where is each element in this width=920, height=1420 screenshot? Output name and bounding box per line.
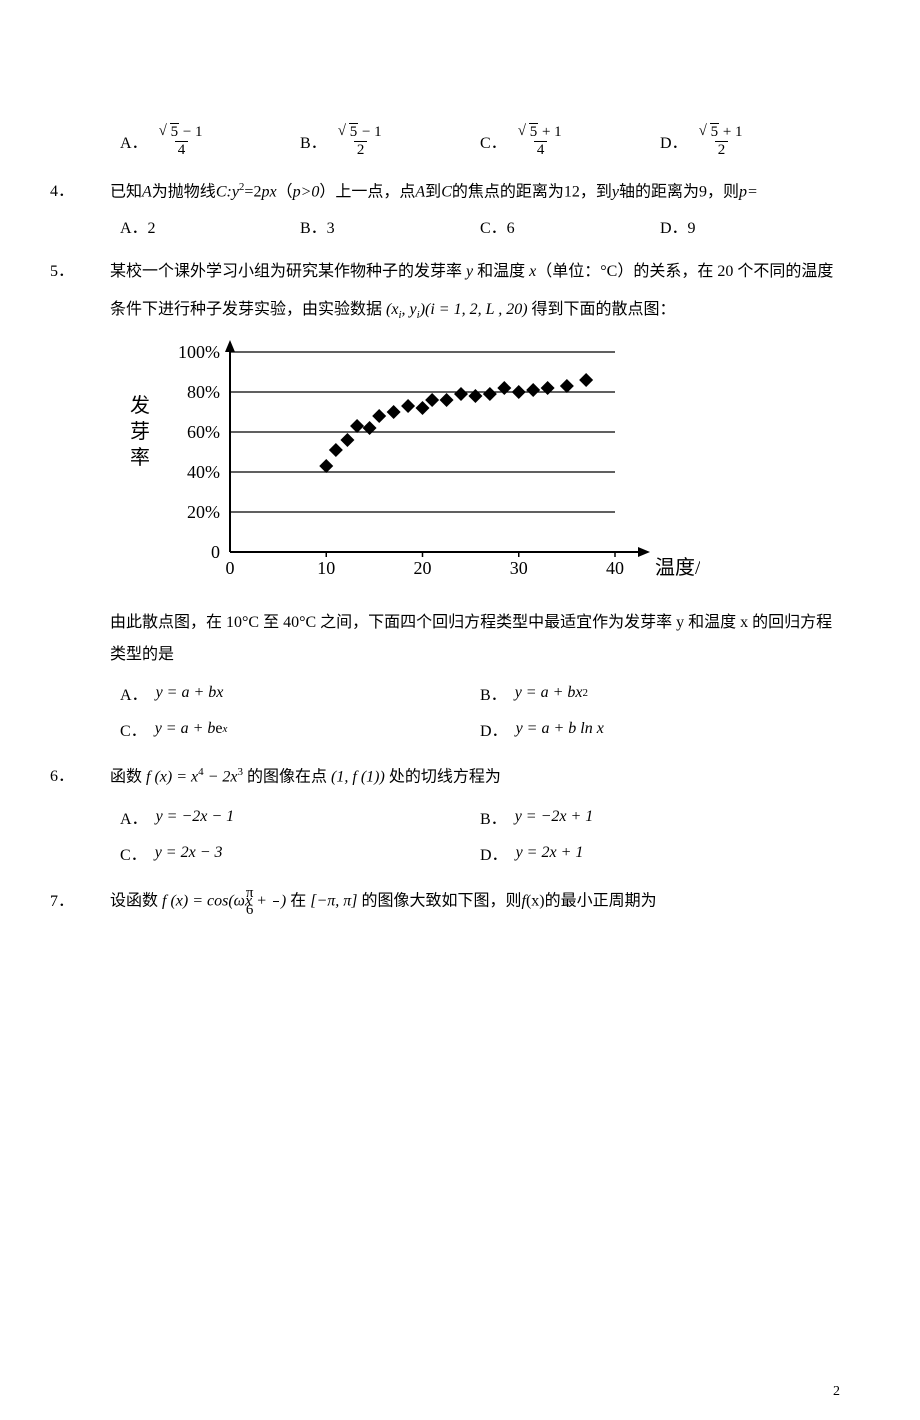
svg-text:40: 40 (606, 558, 624, 578)
q5-stem: 5．某校一个课外学习小组为研究某作物种子的发芽率 y 和温度 x（单位：°C）的… (80, 256, 840, 288)
scatter-chart-svg: 0 20% 40% 60% 80% 100% 0 10 20 30 40 发芽率温度/°C (110, 337, 700, 597)
q5-after-chart: 由此散点图，在 10°C 至 40°C 之间，下面四个回归方程类型中最适宜作为发… (80, 607, 840, 671)
option-label: D． (660, 129, 688, 153)
svg-text:率: 率 (130, 446, 150, 469)
q6-option-c: C．y = 2x − 3 (120, 835, 480, 871)
q5-options: A．y = a + bx B．y = a + bx2 C．y = a + bex… (120, 675, 840, 747)
q4-stem: 4．已知A为抛物线C:y2=2px（p>0）上一点，点A到C的焦点的距离为12，… (80, 176, 840, 208)
option-label: A． (120, 129, 148, 153)
q6-options: A．y = −2x − 1 B．y = −2x + 1 C．y = 2x − 3… (120, 799, 840, 871)
q7-stem: 7．设函数 f (x) = cos(ωx + π6) 在 [−π, π] 的图像… (80, 885, 840, 919)
q5-stem-line2: 条件下进行种子发芽实验，由实验数据 (xi, yi)(i = 1, 2, L ,… (80, 294, 840, 326)
q6-stem: 6．函数 f (x) = x4 − 2x3 的图像在点 (1, f (1)) 处… (80, 761, 840, 793)
svg-text:芽: 芽 (130, 420, 150, 443)
q4-options: A．2 B．3 C．6 D．9 (120, 214, 840, 238)
svg-text:80%: 80% (187, 382, 220, 402)
question-number: 7． (80, 886, 110, 918)
q4-option-c: C．6 (480, 214, 660, 238)
question-number: 4． (80, 176, 110, 208)
svg-text:30: 30 (510, 558, 528, 578)
fraction: 5 − 1 2 (337, 124, 385, 158)
fraction: 5 + 1 2 (698, 124, 746, 158)
q6-option-a: A．y = −2x − 1 (120, 799, 480, 835)
svg-text:20: 20 (414, 558, 432, 578)
fraction: 5 + 1 4 (517, 124, 565, 158)
q4-option-a: A．2 (120, 214, 300, 238)
question-number: 5． (80, 256, 110, 288)
page-number: 2 (833, 1384, 840, 1400)
q3-option-c: C． 5 + 1 4 (480, 124, 660, 158)
svg-text:100%: 100% (178, 342, 220, 362)
q4-option-d: D．9 (660, 214, 840, 238)
q3-option-d: D． 5 + 1 2 (660, 124, 840, 158)
q3-options: A． 5 − 1 4 B． 5 − 1 2 C． 5 + 1 4 D． 5 + … (120, 124, 840, 158)
q5-option-c: C．y = a + bex (120, 711, 480, 747)
option-label: B． (300, 129, 327, 153)
fraction: 5 − 1 4 (158, 124, 206, 158)
svg-text:0: 0 (226, 558, 235, 578)
q6-option-b: B．y = −2x + 1 (480, 799, 840, 835)
svg-text:40%: 40% (187, 462, 220, 482)
svg-text:0: 0 (211, 542, 220, 562)
q3-option-b: B． 5 − 1 2 (300, 124, 480, 158)
q3-option-a: A． 5 − 1 4 (120, 124, 300, 158)
q6-option-d: D．y = 2x + 1 (480, 835, 840, 871)
q5-option-b: B．y = a + bx2 (480, 675, 840, 711)
q5-option-d: D．y = a + b ln x (480, 711, 840, 747)
svg-text:温度/°C: 温度/°C (655, 556, 700, 579)
q5-option-a: A．y = a + bx (120, 675, 480, 711)
question-number: 6． (80, 761, 110, 793)
svg-text:20%: 20% (187, 502, 220, 522)
svg-text:发: 发 (130, 394, 150, 417)
option-label: C． (480, 129, 507, 153)
svg-text:10: 10 (317, 558, 335, 578)
q4-option-b: B．3 (300, 214, 480, 238)
scatter-chart: 0 20% 40% 60% 80% 100% 0 10 20 30 40 发芽率温度/°C (110, 337, 840, 597)
svg-text:60%: 60% (187, 422, 220, 442)
